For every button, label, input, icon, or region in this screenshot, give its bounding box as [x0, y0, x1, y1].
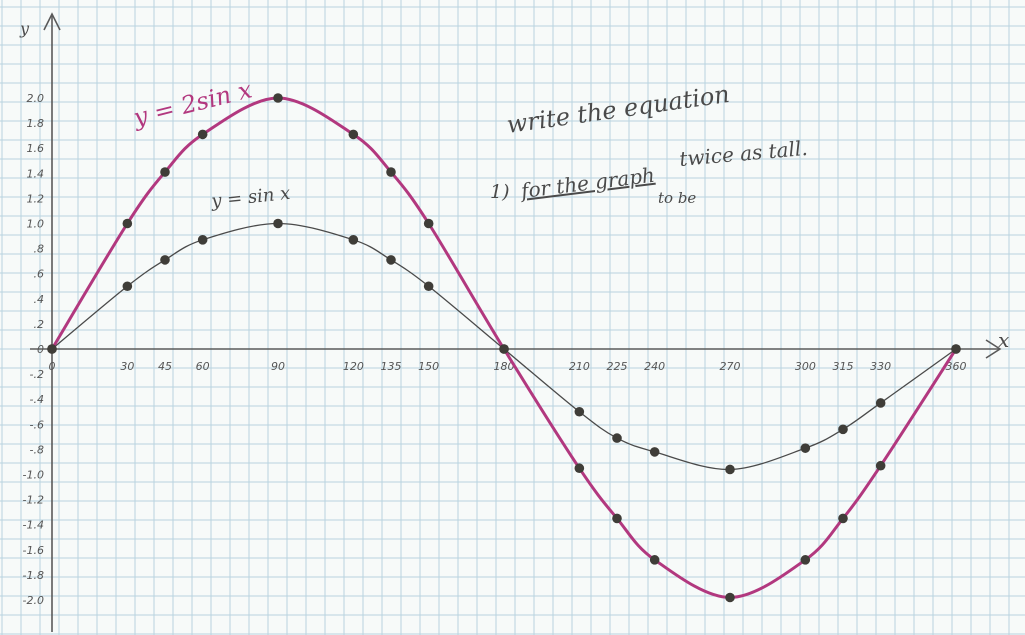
y-tick-label: .6 — [34, 268, 45, 281]
data-point-sinx — [838, 424, 848, 435]
data-point-sinx — [725, 464, 735, 475]
y-tick-label: -.2 — [30, 368, 44, 381]
x-tick-label: 135 — [381, 360, 402, 373]
y-tick-label: 0 — [37, 343, 44, 356]
data-point-sinx — [800, 443, 811, 453]
x-tick-label: 30 — [120, 360, 134, 373]
x-tick-label: 60 — [196, 360, 210, 373]
data-point-sinx — [574, 406, 585, 417]
y-tick-label: .2 — [34, 318, 45, 331]
data-point-2sinx — [951, 344, 961, 354]
data-point-sinx — [160, 255, 170, 265]
x-tick-label: 180 — [494, 360, 515, 373]
data-point-sinx — [197, 235, 208, 245]
data-point-2sinx — [423, 218, 434, 229]
y-tick-label: -1.2 — [23, 494, 44, 507]
note-insert-to-be: to be — [658, 189, 696, 207]
x-tick-label: 45 — [158, 360, 172, 373]
x-tick-label: 360 — [946, 360, 967, 373]
data-point-2sinx — [47, 344, 57, 354]
data-point-2sinx — [612, 513, 622, 524]
data-point-2sinx — [386, 167, 396, 177]
y-tick-label: 2.0 — [27, 92, 45, 105]
y-tick-label: .4 — [34, 293, 45, 306]
y-tick-label: 1.2 — [27, 192, 45, 205]
y-tick-label: -.6 — [30, 418, 44, 431]
note-item-number: 1) — [490, 181, 510, 203]
data-point-sinx — [649, 447, 660, 457]
y-tick-label: -1.0 — [23, 469, 44, 482]
data-point-sinx — [348, 235, 359, 245]
axes: x y — [19, 12, 1009, 632]
x-tick-label: 225 — [607, 360, 628, 373]
data-point-2sinx — [875, 460, 886, 471]
y-tick-label: 1.0 — [27, 218, 45, 231]
x-tick-label: 240 — [644, 360, 665, 373]
data-point-sinx — [386, 255, 396, 265]
x-tick-label: 270 — [720, 360, 741, 373]
y-tick-label: -2.0 — [23, 594, 44, 607]
y-tick-label: .8 — [34, 243, 45, 256]
y-tick-label: -.4 — [30, 393, 44, 406]
x-tick-label: 90 — [271, 360, 285, 373]
y-tick-label: -1.6 — [23, 544, 44, 557]
data-point-2sinx — [122, 218, 133, 229]
data-point-2sinx — [197, 129, 208, 140]
data-point-2sinx — [649, 555, 660, 565]
data-point-2sinx — [348, 129, 359, 140]
data-point-2sinx — [838, 513, 848, 524]
y-tick-label: 1.4 — [27, 167, 45, 180]
y-tick-label: 1.6 — [27, 142, 45, 155]
data-point-2sinx — [574, 463, 585, 474]
x-tick-label: 0 — [49, 360, 56, 373]
y-tick-label: 1.8 — [27, 117, 45, 130]
x-tick-labels: 0 30 45 60 90 120 135 150 180 210 225 240 270 300 315 3… — [49, 360, 967, 373]
y-tick-label: -1.8 — [23, 569, 44, 582]
data-point-2sinx — [160, 167, 170, 177]
x-tick-label: 315 — [833, 360, 854, 373]
y-tick-labels: 2.0 1.8 1.6 1.4 1.2 1.0 .8 .6 .4 .2 0 -.2 -.4 -.6 -.8 -… — [23, 92, 44, 607]
x-tick-label: 300 — [795, 360, 816, 373]
data-point-2sinx — [273, 93, 283, 103]
x-axis-arrow — [985, 339, 1002, 359]
x-tick-label: 150 — [418, 360, 439, 373]
x-tick-label: 330 — [870, 360, 891, 373]
data-point-2sinx — [499, 344, 509, 354]
data-point-sinx — [273, 218, 283, 229]
data-point-sinx — [612, 433, 622, 443]
y-axis-label: y — [19, 19, 30, 38]
y-axis-arrow — [43, 12, 61, 31]
data-point-sinx — [122, 281, 133, 292]
x-tick-label: 210 — [569, 360, 590, 373]
y-tick-label: -1.4 — [23, 519, 44, 532]
point-layer — [47, 93, 961, 603]
data-point-2sinx — [800, 555, 811, 565]
data-point-sinx — [875, 398, 886, 408]
x-tick-label: 120 — [343, 360, 364, 373]
data-point-2sinx — [725, 592, 735, 603]
x-axis-label: x — [998, 328, 1009, 352]
data-point-sinx — [423, 281, 434, 292]
y-tick-label: -.8 — [30, 443, 44, 456]
